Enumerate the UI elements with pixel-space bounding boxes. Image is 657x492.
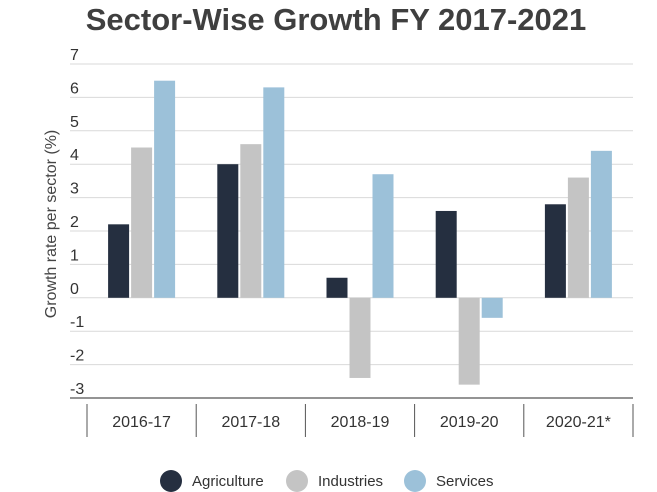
- bar: [240, 144, 262, 298]
- legend: Agriculture Industries Services: [160, 470, 494, 492]
- bar: [372, 174, 394, 298]
- y-tick-label: 7: [70, 47, 79, 64]
- bar: [131, 147, 153, 298]
- bar: [217, 164, 239, 298]
- legend-label: Industries: [318, 473, 383, 490]
- legend-swatch: [160, 470, 182, 492]
- chart-title: Sector-Wise Growth FY 2017-2021: [86, 2, 587, 37]
- y-tick-label: -3: [70, 381, 84, 398]
- bar: [567, 177, 589, 298]
- bar: [435, 210, 457, 298]
- legend-label: Agriculture: [192, 473, 264, 490]
- y-tick-label: 3: [70, 181, 79, 198]
- y-axis-label: Growth rate per sector (%): [43, 130, 60, 319]
- y-tick-label: 5: [70, 114, 79, 131]
- x-tick-label: 2018-19: [331, 414, 390, 431]
- x-tick-label: 2020-21*: [546, 414, 611, 431]
- legend-swatch: [404, 470, 426, 492]
- x-tick-label: 2017-18: [221, 414, 280, 431]
- y-axis-ticks: 7 6 5 4 3 2 1 0 -1 -2 -3: [70, 47, 84, 398]
- x-tick-label: 2019-20: [440, 414, 499, 431]
- bar: [544, 204, 566, 298]
- bar: [263, 87, 285, 298]
- y-tick-label: 0: [70, 281, 79, 298]
- y-tick-label: 1: [70, 247, 79, 264]
- bar: [481, 297, 503, 318]
- bars: [108, 80, 612, 385]
- y-tick-label: 6: [70, 80, 79, 97]
- x-axis: 2016-17 2017-18 2018-19 2019-20 2020-21*: [86, 404, 634, 437]
- bar: [590, 150, 612, 298]
- x-tick-label: 2016-17: [112, 414, 171, 431]
- bar: [326, 277, 348, 298]
- legend-swatch: [286, 470, 308, 492]
- y-tick-label: -1: [70, 314, 84, 331]
- bar: [154, 80, 176, 298]
- bar: [108, 224, 130, 298]
- bar: [349, 297, 371, 378]
- y-tick-label: 4: [70, 147, 79, 164]
- legend-label: Services: [436, 473, 494, 490]
- y-tick-label: -2: [70, 348, 84, 365]
- bar: [458, 297, 480, 385]
- y-tick-label: 2: [70, 214, 79, 231]
